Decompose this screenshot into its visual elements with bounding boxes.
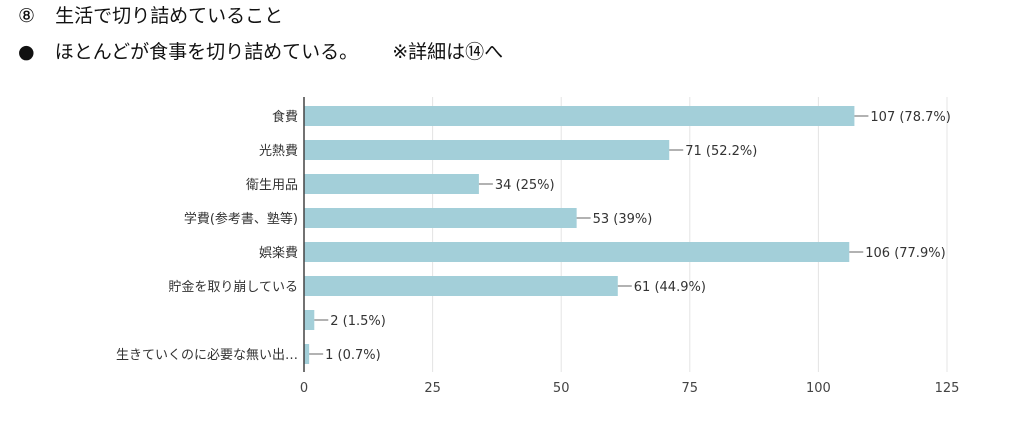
value-label: 2 (1.5%): [330, 314, 386, 329]
heading-line-1: ⑧ 生活で切り詰めていること: [18, 2, 283, 30]
value-label: 1 (0.7%): [325, 348, 381, 363]
bar: [304, 140, 670, 160]
heading-line-2: ● ほとんどが食事を切り詰めている。 ※詳細は⑭へ: [18, 38, 503, 66]
category-label: 娯楽費: [259, 245, 298, 261]
x-tick-label: 75: [682, 381, 699, 396]
bar: [304, 174, 479, 194]
bar: [304, 344, 310, 364]
circled-number-marker: ⑧: [18, 5, 36, 27]
x-tick-label: 0: [300, 381, 308, 396]
bar: [304, 106, 855, 126]
bar: [304, 242, 850, 262]
value-label: 53 (39%): [593, 212, 653, 227]
value-label: 106 (77.9%): [865, 246, 945, 261]
bullet-marker: ●: [18, 41, 35, 63]
bar: [304, 276, 618, 296]
category-label: 学費(参考書、塾等): [184, 211, 298, 227]
x-tick-label: 125: [935, 381, 960, 396]
bars: [304, 106, 855, 364]
category-label: 貯金を取り崩している: [168, 279, 298, 295]
labels: 0 25 50 75 100 125 食費 107 (78.7%) 光熱費 71 (52.2%) 衛…: [116, 109, 959, 396]
value-label: 107 (78.7%): [870, 110, 950, 125]
category-label: 生きていくのに必要な無い出…: [116, 348, 298, 363]
value-label: 34 (25%): [495, 178, 555, 193]
value-label: 61 (44.9%): [634, 280, 706, 295]
x-tick-label: 25: [424, 381, 441, 396]
heading-title: 生活で切り詰めていること: [55, 5, 284, 27]
x-tick-label: 50: [553, 381, 570, 396]
category-label: 衛生用品: [246, 178, 298, 193]
heading-summary: ほとんどが食事を切り詰めている。: [54, 41, 359, 63]
value-label: 71 (52.2%): [685, 144, 757, 159]
bar: [304, 208, 577, 228]
bar: [304, 310, 315, 330]
heading-note: ※詳細は⑭へ: [392, 41, 504, 63]
category-label: 光熱費: [259, 144, 298, 159]
category-label: 食費: [272, 109, 298, 125]
x-tick-label: 100: [806, 381, 831, 396]
grid-lines: [432, 97, 948, 372]
